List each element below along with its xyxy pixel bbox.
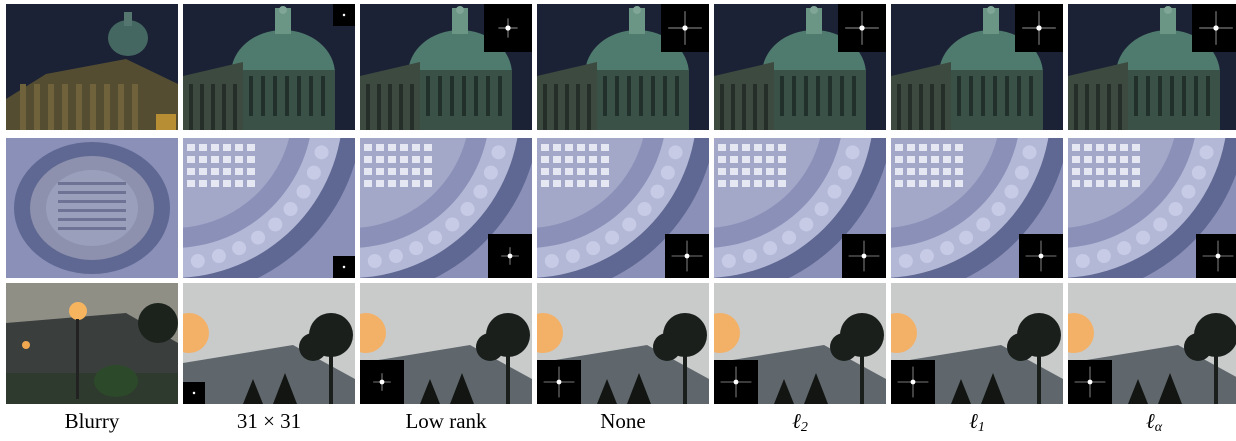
kernel-inset: [360, 360, 404, 404]
image-engraved-plaque-l1: [891, 138, 1063, 278]
kernel-inset: [488, 234, 532, 278]
image-engraved-plaque-la: [1068, 138, 1236, 278]
kernel-inset: [838, 4, 886, 52]
kernel-inset: [665, 234, 709, 278]
kernel-inset: [891, 360, 935, 404]
image-dusk-lamp-trees-l1: [891, 283, 1063, 404]
kernel-inset: [333, 4, 355, 26]
kernel-inset: [842, 234, 886, 278]
image-capitol-dome-none: [537, 4, 709, 130]
column-label-k31: 31 × 31: [183, 408, 355, 434]
image-capitol-dome-l2: [714, 4, 886, 130]
kernel-inset: [537, 360, 581, 404]
column-label-blurry: Blurry: [6, 408, 178, 434]
image-dusk-lamp-trees-blurry: [6, 283, 178, 404]
image-dusk-lamp-trees-lowrank: [360, 283, 532, 404]
column-label-none: None: [537, 408, 709, 434]
column-label-la: ℓα: [1068, 408, 1236, 434]
kernel-inset: [183, 382, 205, 404]
kernel-inset: [484, 4, 532, 52]
column-label-lowrank: Low rank: [360, 408, 532, 434]
image-dusk-lamp-trees-l2: [714, 283, 886, 404]
image-engraved-plaque-l2: [714, 138, 886, 278]
image-dusk-lamp-trees-k31: [183, 283, 355, 404]
image-engraved-plaque-none: [537, 138, 709, 278]
image-engraved-plaque-lowrank: [360, 138, 532, 278]
kernel-inset: [661, 4, 709, 52]
image-capitol-dome-la: [1068, 4, 1236, 130]
kernel-inset: [333, 256, 355, 278]
column-label-l1: ℓ1: [891, 408, 1063, 434]
kernel-inset: [1196, 234, 1236, 278]
image-capitol-dome-lowrank: [360, 4, 532, 130]
kernel-inset: [1068, 360, 1112, 404]
kernel-inset: [714, 360, 758, 404]
image-dusk-lamp-trees-la: [1068, 283, 1236, 404]
image-dusk-lamp-trees-none: [537, 283, 709, 404]
kernel-inset: [1192, 4, 1236, 52]
kernel-inset: [1019, 234, 1063, 278]
image-capitol-dome-l1: [891, 4, 1063, 130]
image-capitol-dome-k31: [183, 4, 355, 130]
image-engraved-plaque-k31: [183, 138, 355, 278]
image-capitol-dome-blurry: [6, 4, 178, 130]
column-label-l2: ℓ2: [714, 408, 886, 434]
kernel-inset: [1015, 4, 1063, 52]
image-engraved-plaque-blurry: [6, 138, 178, 278]
